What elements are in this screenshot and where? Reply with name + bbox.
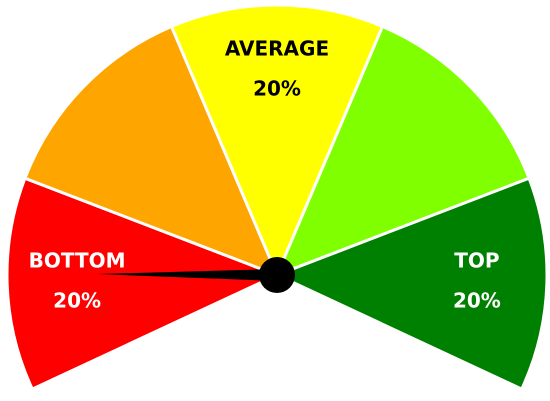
needle [97, 269, 278, 281]
gauge-segment [274, 24, 532, 278]
needle-hub [259, 257, 295, 293]
segment-label: BOTTOM [29, 248, 126, 272]
gauge-segment [273, 176, 549, 392]
segment-value: 20% [53, 288, 101, 312]
segment-value: 20% [453, 288, 501, 312]
segment-label: TOP [454, 248, 499, 272]
gauge-segment [169, 3, 385, 279]
segment-label: AVERAGE [225, 37, 329, 61]
gauge-segment [5, 176, 281, 392]
gauge-segment [22, 24, 280, 278]
segment-value: 20% [253, 77, 301, 101]
